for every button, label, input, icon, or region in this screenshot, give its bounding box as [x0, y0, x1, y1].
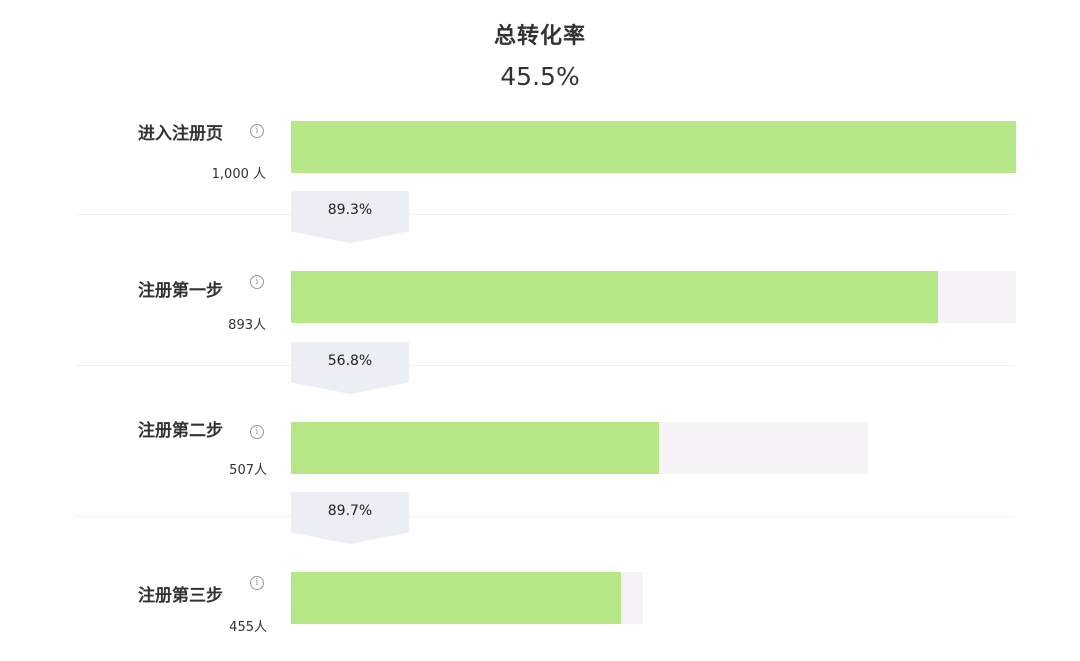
conversion-arrow: 56.8%: [291, 342, 409, 394]
bar-track: [291, 121, 1016, 173]
divider: [75, 214, 1015, 215]
conversion-arrow: 89.3%: [291, 191, 409, 243]
bar: [291, 121, 1016, 173]
stage-count: 1,000 人: [211, 167, 266, 182]
bar: [291, 572, 621, 624]
stage-count: 507人: [229, 463, 267, 478]
stage-count: 455人: [229, 620, 267, 635]
chart-title: 总转化率: [493, 24, 586, 49]
info-icon[interactable]: i: [250, 425, 264, 439]
bar-track: [291, 572, 643, 624]
stage-count: 893人: [228, 318, 266, 333]
conversion-rate: 89.3%: [327, 202, 373, 218]
bar-track: [291, 271, 1016, 323]
conversion-rate: 89.7%: [327, 503, 373, 519]
stage-label: 进入注册页: [138, 124, 223, 144]
divider: [75, 365, 1015, 366]
stage-label: 注册第二步: [138, 421, 223, 441]
info-icon[interactable]: i: [250, 124, 264, 138]
conversion-arrow: 89.7%: [291, 492, 409, 544]
total-conversion-rate: 45.5%: [500, 62, 580, 91]
info-icon[interactable]: i: [250, 576, 264, 590]
stage-label: 注册第三步: [138, 586, 223, 606]
bar: [291, 422, 659, 474]
bar: [291, 271, 938, 323]
bar-track: [291, 422, 868, 474]
stage-label: 注册第一步: [138, 281, 223, 301]
info-icon[interactable]: i: [250, 275, 264, 289]
divider: [75, 516, 1015, 517]
conversion-rate: 56.8%: [327, 353, 373, 369]
